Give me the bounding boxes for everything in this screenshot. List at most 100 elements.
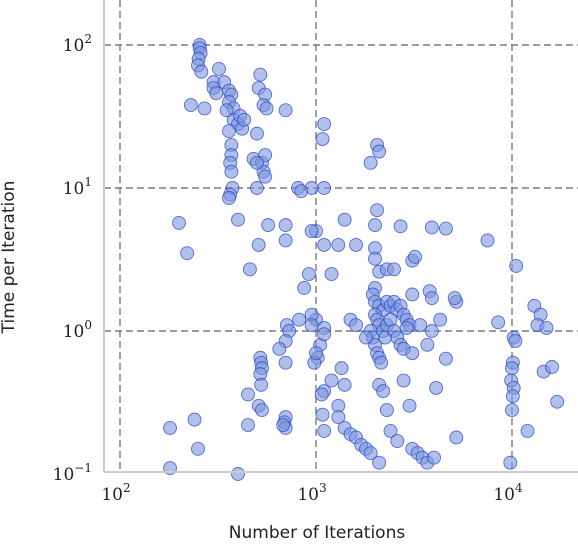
- data-point-44: [250, 181, 264, 195]
- data-point-83: [408, 249, 422, 264]
- data-point-117: [399, 321, 414, 335]
- data-point-176: [379, 403, 394, 418]
- data-point-121: [424, 324, 439, 338]
- data-point-200: [520, 424, 535, 438]
- data-point-144: [272, 341, 287, 356]
- data-point-70: [278, 233, 293, 248]
- data-point-119: [413, 318, 428, 333]
- data-point-72: [251, 237, 266, 252]
- tick-labels: 102 103 104 10−1 100 101 102: [53, 32, 523, 505]
- data-point-55: [363, 155, 378, 170]
- data-point-78: [368, 251, 382, 266]
- y-tick-label-0: 10−1: [53, 461, 92, 485]
- data-point-27: [209, 86, 224, 101]
- data-point-193: [508, 334, 523, 349]
- data-point-76: [242, 262, 257, 277]
- data-point-118: [405, 346, 420, 361]
- data-point-62: [337, 212, 352, 227]
- data-point-177: [372, 455, 387, 470]
- data-point-71: [261, 218, 276, 233]
- data-point-75: [180, 246, 195, 261]
- data-point-113: [374, 355, 389, 370]
- data-point-86: [405, 287, 420, 302]
- y-axis-label: Time per Iteration: [0, 181, 19, 335]
- data-point-190: [503, 455, 518, 470]
- data-point-128: [359, 330, 373, 345]
- data-point-186: [427, 450, 441, 465]
- data-point-42: [258, 169, 273, 184]
- data-point-130: [337, 377, 352, 392]
- data-point-68: [297, 281, 312, 295]
- data-points: [163, 38, 565, 481]
- data-point-57: [368, 218, 382, 233]
- data-point-206: [545, 360, 559, 374]
- data-point-133: [314, 387, 329, 402]
- data-point-198: [505, 389, 520, 404]
- data-point-73: [231, 212, 245, 227]
- data-point-58: [393, 219, 408, 234]
- data-point-124: [447, 291, 462, 305]
- data-point-180: [396, 373, 411, 388]
- data-point-31: [253, 67, 268, 82]
- data-point-173: [363, 446, 378, 461]
- data-point-54: [372, 144, 387, 159]
- data-point-66: [324, 267, 339, 282]
- data-point-159: [231, 467, 245, 481]
- data-point-161: [191, 441, 205, 456]
- data-point-43: [250, 155, 264, 170]
- data-point-36: [278, 103, 293, 118]
- data-point-64: [331, 237, 346, 252]
- data-point-181: [402, 398, 417, 413]
- data-point-52: [304, 224, 319, 238]
- data-point-175: [376, 384, 391, 399]
- data-point-165: [317, 424, 332, 438]
- y-tick-label-2: 101: [63, 175, 92, 199]
- data-point-120: [420, 337, 435, 352]
- data-point-17: [237, 112, 252, 127]
- data-point-63: [349, 237, 363, 252]
- data-point-189: [429, 380, 444, 395]
- data-point-29: [197, 101, 212, 116]
- data-point-56: [370, 203, 385, 218]
- data-point-209: [317, 327, 332, 342]
- data-point-65: [317, 237, 332, 252]
- data-point-85: [424, 291, 439, 305]
- data-point-67: [301, 267, 316, 282]
- data-point-178: [383, 424, 398, 438]
- data-point-179: [390, 434, 405, 448]
- data-point-164: [315, 407, 330, 422]
- data-point-129: [334, 361, 349, 376]
- data-point-167: [331, 410, 346, 425]
- data-point-69: [278, 218, 293, 233]
- data-point-139: [304, 318, 319, 333]
- data-point-37: [250, 126, 264, 141]
- data-point-35: [259, 101, 274, 116]
- data-point-30: [219, 103, 234, 118]
- x-tick-label-0: 102: [101, 481, 130, 505]
- data-point-50: [294, 184, 309, 199]
- data-point-22: [224, 164, 239, 179]
- data-point-145: [278, 355, 293, 370]
- data-point-81: [387, 262, 401, 277]
- data-point-160: [187, 412, 202, 427]
- data-point-207: [550, 394, 565, 409]
- data-point-187: [438, 351, 453, 366]
- data-point-61: [480, 233, 495, 248]
- data-point-5: [194, 64, 209, 79]
- data-point-153: [255, 403, 269, 418]
- data-point-157: [276, 418, 291, 432]
- data-point-199: [505, 403, 519, 418]
- x-axis-label: Number of Iterations: [229, 523, 406, 543]
- data-point-46: [315, 132, 330, 146]
- data-point-60: [438, 221, 453, 236]
- x-tick-label-1: 103: [297, 481, 326, 505]
- data-point-74: [172, 215, 186, 230]
- data-point-195: [505, 361, 519, 376]
- y-tick-label-1: 100: [63, 318, 92, 342]
- x-tick-label-2: 104: [493, 481, 523, 505]
- data-point-204: [539, 321, 554, 335]
- data-point-158: [241, 418, 255, 432]
- data-point-188: [449, 430, 464, 445]
- data-point-47: [317, 181, 332, 195]
